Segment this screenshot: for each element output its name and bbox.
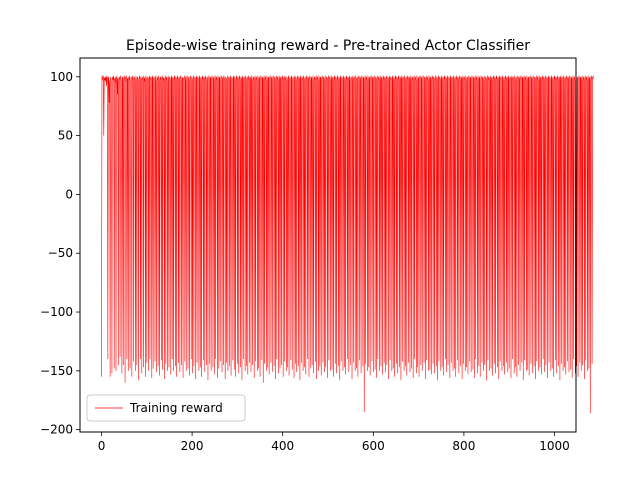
x-tick-label: 200 [181,439,204,453]
x-tick-label: 800 [452,439,475,453]
x-tick-label: 1000 [539,439,570,453]
legend-box [86,394,246,422]
x-tick-label: 0 [98,439,106,453]
y-tick-label: 50 [58,129,73,143]
y-tick-label: −50 [48,246,73,260]
x-tick-label: 400 [271,439,294,453]
plot-area [101,75,594,414]
x-axis: 0 200 400 600 800 1000 [98,432,570,453]
y-tick-label: 0 [65,187,73,201]
y-tick-label: −200 [40,423,73,437]
chart-title: Episode-wise training reward - Pre-train… [126,38,530,54]
y-axis: −200 −150 −100 −50 0 50 100 [40,70,80,437]
y-tick-label: −150 [40,364,73,378]
y-tick-label: 100 [50,70,73,84]
y-tick-label: −100 [40,305,73,319]
series-line-training-reward [101,75,594,414]
legend: Training reward [86,394,246,422]
x-tick-label: 600 [362,439,385,453]
legend-label: Training reward [129,401,223,415]
axes-frame [79,57,577,433]
